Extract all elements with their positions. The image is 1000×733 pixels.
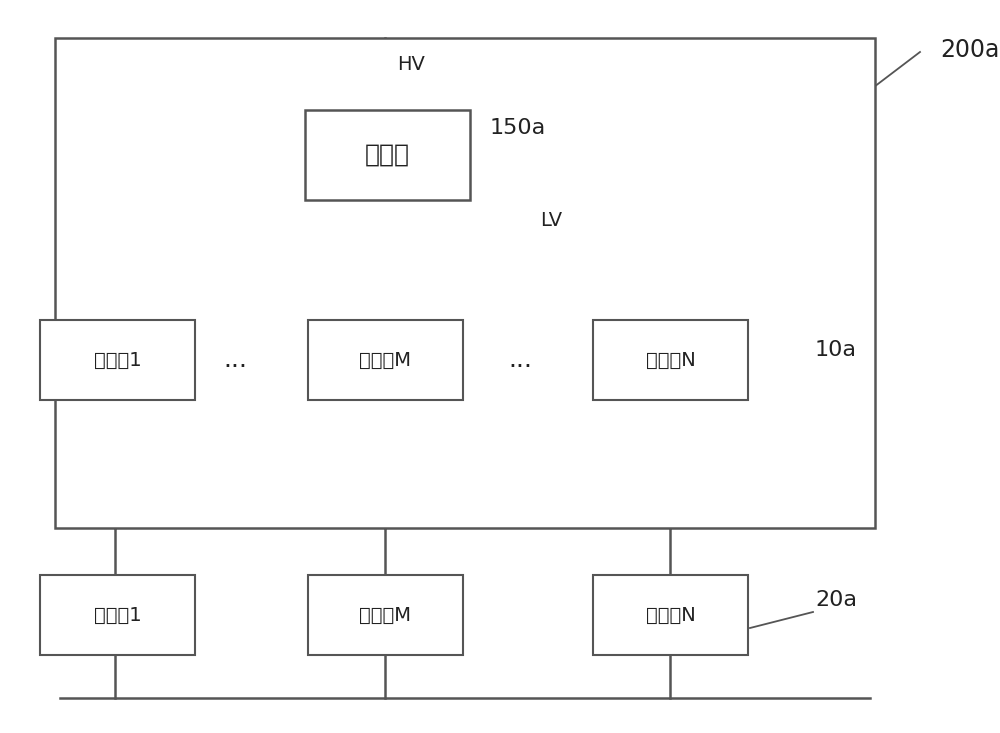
- Text: 熟断器N: 熟断器N: [646, 350, 695, 369]
- Text: 变压器: 变压器: [365, 143, 410, 167]
- Text: 逆变器M: 逆变器M: [360, 605, 412, 625]
- Bar: [305, 110, 470, 200]
- Text: 逆变器N: 逆变器N: [646, 605, 695, 625]
- Text: HV: HV: [397, 55, 425, 74]
- Text: ...: ...: [508, 348, 532, 372]
- Text: 150a: 150a: [490, 118, 546, 138]
- Bar: [308, 320, 463, 400]
- Bar: [40, 575, 195, 655]
- Bar: [55, 38, 875, 528]
- Text: 熟断器M: 熟断器M: [360, 350, 412, 369]
- Text: LV: LV: [540, 211, 562, 230]
- Bar: [593, 575, 748, 655]
- Bar: [40, 320, 195, 400]
- Text: 20a: 20a: [815, 590, 857, 610]
- Text: 熟断器1: 熟断器1: [94, 350, 141, 369]
- Text: ...: ...: [223, 348, 247, 372]
- Text: 200a: 200a: [940, 38, 999, 62]
- Text: 10a: 10a: [815, 340, 857, 360]
- Text: 逆变坨1: 逆变坨1: [94, 605, 141, 625]
- Bar: [308, 575, 463, 655]
- Bar: [593, 320, 748, 400]
